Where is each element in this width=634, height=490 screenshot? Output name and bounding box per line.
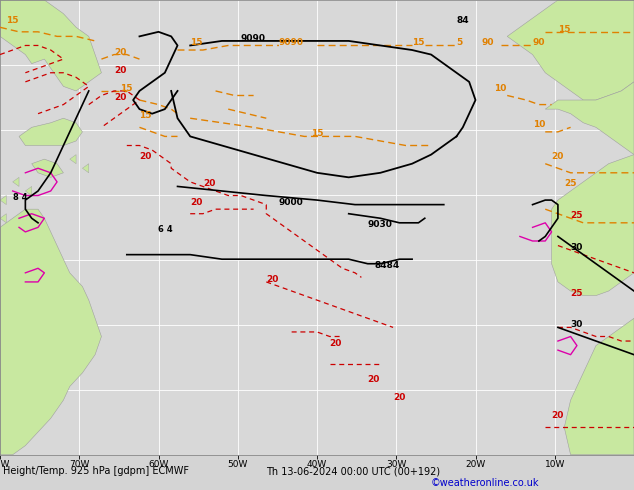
Text: 20: 20 — [139, 152, 152, 161]
Text: 9090: 9090 — [279, 39, 304, 48]
Text: 8484: 8484 — [374, 261, 399, 270]
Text: 20: 20 — [114, 66, 127, 75]
Text: 20: 20 — [393, 393, 406, 402]
Text: 20: 20 — [266, 275, 279, 284]
Polygon shape — [545, 82, 634, 155]
Text: 30: 30 — [571, 243, 583, 252]
Polygon shape — [19, 118, 82, 146]
Text: 25: 25 — [571, 289, 583, 297]
Text: 15: 15 — [412, 39, 425, 48]
Polygon shape — [70, 155, 76, 164]
Text: 25: 25 — [571, 211, 583, 220]
Text: 20: 20 — [552, 152, 564, 161]
Polygon shape — [0, 214, 6, 223]
Text: 9030: 9030 — [368, 220, 392, 229]
Polygon shape — [13, 177, 19, 186]
Polygon shape — [507, 0, 634, 100]
Text: 15: 15 — [190, 39, 203, 48]
Text: 5: 5 — [456, 39, 463, 48]
Text: 20: 20 — [203, 179, 216, 189]
Text: 20: 20 — [190, 197, 203, 207]
Polygon shape — [82, 164, 89, 173]
Polygon shape — [0, 209, 101, 455]
Text: Height/Temp. 925 hPa [gdpm] ECMWF: Height/Temp. 925 hPa [gdpm] ECMWF — [3, 466, 189, 476]
Polygon shape — [0, 196, 6, 205]
Text: 10: 10 — [533, 121, 545, 129]
Text: Th 13-06-2024 00:00 UTC (00+192): Th 13-06-2024 00:00 UTC (00+192) — [266, 466, 441, 476]
Text: 9000: 9000 — [279, 197, 304, 207]
Text: 20: 20 — [114, 93, 127, 102]
Polygon shape — [552, 155, 634, 295]
Text: 9090: 9090 — [241, 34, 266, 43]
Text: 30: 30 — [571, 320, 583, 329]
Polygon shape — [564, 318, 634, 455]
Text: 90: 90 — [482, 39, 495, 48]
Text: 6 4: 6 4 — [158, 225, 173, 234]
Text: 15: 15 — [6, 16, 19, 24]
Polygon shape — [25, 186, 32, 196]
Text: 20: 20 — [552, 411, 564, 420]
Polygon shape — [32, 159, 63, 177]
Text: 8 4: 8 4 — [13, 193, 27, 202]
Text: 10: 10 — [495, 84, 507, 93]
Text: 84: 84 — [456, 16, 469, 24]
Text: 15: 15 — [139, 111, 152, 120]
Text: 20: 20 — [368, 375, 380, 384]
Polygon shape — [0, 0, 101, 91]
Text: 15: 15 — [120, 84, 133, 93]
Text: 25: 25 — [564, 179, 577, 189]
Text: 90: 90 — [533, 39, 545, 48]
Text: 15: 15 — [311, 129, 323, 138]
Text: 20: 20 — [114, 48, 127, 56]
Text: 20: 20 — [330, 339, 342, 347]
Text: ©weatheronline.co.uk: ©weatheronline.co.uk — [431, 478, 540, 488]
Text: 15: 15 — [558, 25, 571, 34]
